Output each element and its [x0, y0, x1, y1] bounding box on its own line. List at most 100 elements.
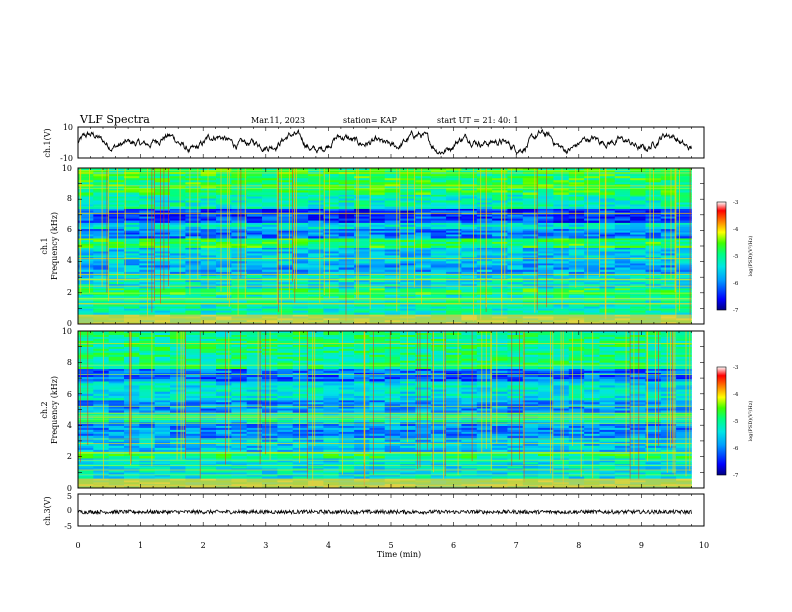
ch1-spectrogram-cell [492, 261, 508, 264]
ch1-spectrogram-cell [507, 192, 524, 195]
ch2-spectrogram-cell [323, 431, 340, 435]
ch1-spectrogram-cell [492, 204, 508, 207]
ch1-spectrogram-cell [446, 310, 462, 313]
ch1-spectrogram-cell [630, 241, 646, 245]
ch1-spectrogram-cell [154, 300, 171, 303]
ch1-spectrogram-cell [277, 176, 294, 179]
ch1-spectrogram-cell [262, 261, 278, 264]
ch1-spectrogram-cell [630, 180, 646, 183]
ch2-spectrogram-cell [124, 427, 140, 431]
ch2-spectrogram-cell [338, 426, 355, 429]
ch1-spectrogram-cell [492, 208, 508, 211]
ch1-spectrogram-cell [507, 280, 524, 283]
ch1-spectrogram-cell [292, 310, 309, 313]
ch1-spectrogram-cell [277, 282, 294, 285]
ch1-spectrogram-cell [446, 247, 462, 250]
ch2-spectrogram-cell [538, 449, 554, 453]
ch1-spectrogram-cell [461, 236, 478, 239]
ch2-spectrogram-cell [568, 445, 585, 449]
ch1-spectrogram-cell [522, 245, 539, 248]
ch2-spectrogram-cell [476, 449, 493, 453]
ch1-spectrogram-cell [200, 168, 217, 171]
ch1-spectrogram-cell [139, 312, 155, 315]
ch1-spectrogram-cell [93, 284, 109, 287]
ch1-spectrogram-cell [492, 288, 508, 291]
ch1-spectrogram-cell [384, 298, 401, 301]
ch1-spectrogram-cell [660, 200, 677, 203]
ch1-spectrogram-cell [384, 271, 401, 275]
ch2-spectrogram-cell [599, 431, 616, 435]
ch2-spectrogram-cell [538, 445, 554, 449]
ch2-spectrogram-cell [292, 468, 309, 471]
ch1-spectrogram-cell [154, 204, 171, 207]
ch1-spectrogram-cell [614, 234, 631, 237]
ch1-spectrogram-cell [78, 180, 94, 183]
ch2-spectrogram-cell [292, 433, 309, 437]
ch1-spectrogram-cell [354, 290, 370, 293]
ch1-spectrogram-cell [522, 243, 539, 246]
ch1-spectrogram-cell [430, 168, 447, 171]
ch1-spectrogram-cell [614, 255, 631, 258]
ch1-spectrogram-cell [93, 296, 109, 299]
ch1-spectrogram-cell [277, 251, 294, 254]
ch1-spectrogram-cell [584, 304, 600, 307]
ch1-spectrogram-cell [476, 288, 493, 291]
ch1-spectrogram-cell [507, 224, 524, 228]
ch1-spectrogram-cell [476, 232, 493, 235]
ch1-spectrogram-cell [553, 226, 570, 230]
ch1-spectrogram-cell [553, 288, 570, 291]
ch2-spectrogram-cell [568, 470, 585, 473]
ch1-spectrogram-cell [170, 288, 186, 291]
ch1-spectrogram-cell [584, 186, 600, 189]
ch1-spectrogram-cell [384, 236, 401, 239]
ch2-spectrogram-cell [170, 470, 186, 473]
ch1-spectrogram-cell [507, 188, 524, 191]
ch1-spectrogram-cell [246, 249, 263, 252]
ch1-spectrogram-cell [676, 196, 692, 199]
ch2-spectrogram-cell [308, 476, 324, 479]
ch1-spectrogram-cell [568, 274, 585, 277]
ch1-spectrogram-cell [354, 308, 370, 311]
ch2-spectrogram-cell [369, 445, 386, 449]
ch1-spectrogram-cell [292, 202, 309, 205]
ch1-spectrogram-cell [553, 247, 570, 250]
ch1-spectrogram-cell [354, 168, 370, 171]
ch1-spectrogram-cell [384, 241, 401, 245]
ch2-spectrogram-cell [308, 400, 324, 403]
ch1-spectrogram-cell [216, 243, 232, 246]
ch1-spectrogram-cell [185, 265, 202, 268]
ch2-spectrogram-cell [415, 472, 432, 475]
ch1-spectrogram-cell [553, 296, 570, 299]
ch1-spectrogram-cell [323, 276, 340, 279]
ch1-spectrogram-cell [676, 210, 692, 213]
ch1-spectrogram-cell [93, 228, 109, 231]
ch1-spectrogram-cell [384, 182, 401, 185]
ch1-spectrogram-cell [108, 210, 125, 213]
ch1-spectrogram-cell [461, 267, 478, 270]
ch2-spectrogram-cell [660, 474, 677, 477]
ch2-spectrogram-cell [338, 424, 355, 427]
ch1-spectrogram-cell [522, 276, 539, 279]
ch2-spectrogram-cell [308, 454, 324, 457]
ch1-spectrogram-cell [614, 306, 631, 309]
ch1-spectrogram-cell [507, 232, 524, 235]
ch1-spectrogram-cell [446, 212, 462, 215]
ch1-spectrogram-cell [185, 312, 202, 315]
ch2-spectrogram-cell [93, 458, 109, 461]
ch2-spectrogram-cell [78, 400, 94, 403]
ch1-spectrogram-cell [185, 186, 202, 189]
ch2-spectrogram-cell [630, 472, 646, 475]
ch1-spectrogram-cell [538, 170, 554, 173]
ch1-spectrogram-cell [216, 298, 232, 301]
ch2-spectrogram-cell [308, 424, 324, 427]
ch1-spectrogram-cell [630, 228, 646, 231]
ch1-spectrogram-cell [446, 253, 462, 256]
ch2-spectrogram-cell [599, 454, 616, 457]
ch1-spectrogram-cell [492, 206, 508, 209]
ch1-spectrogram-cell [108, 284, 125, 287]
ch1-spectrogram-cell [676, 310, 692, 313]
ch1-spectrogram-cell [369, 298, 386, 301]
ch1-spectrogram-cell [492, 210, 508, 213]
ch1-spectrogram-cell [323, 214, 340, 217]
ch2-spectrogram-cell [108, 412, 125, 415]
